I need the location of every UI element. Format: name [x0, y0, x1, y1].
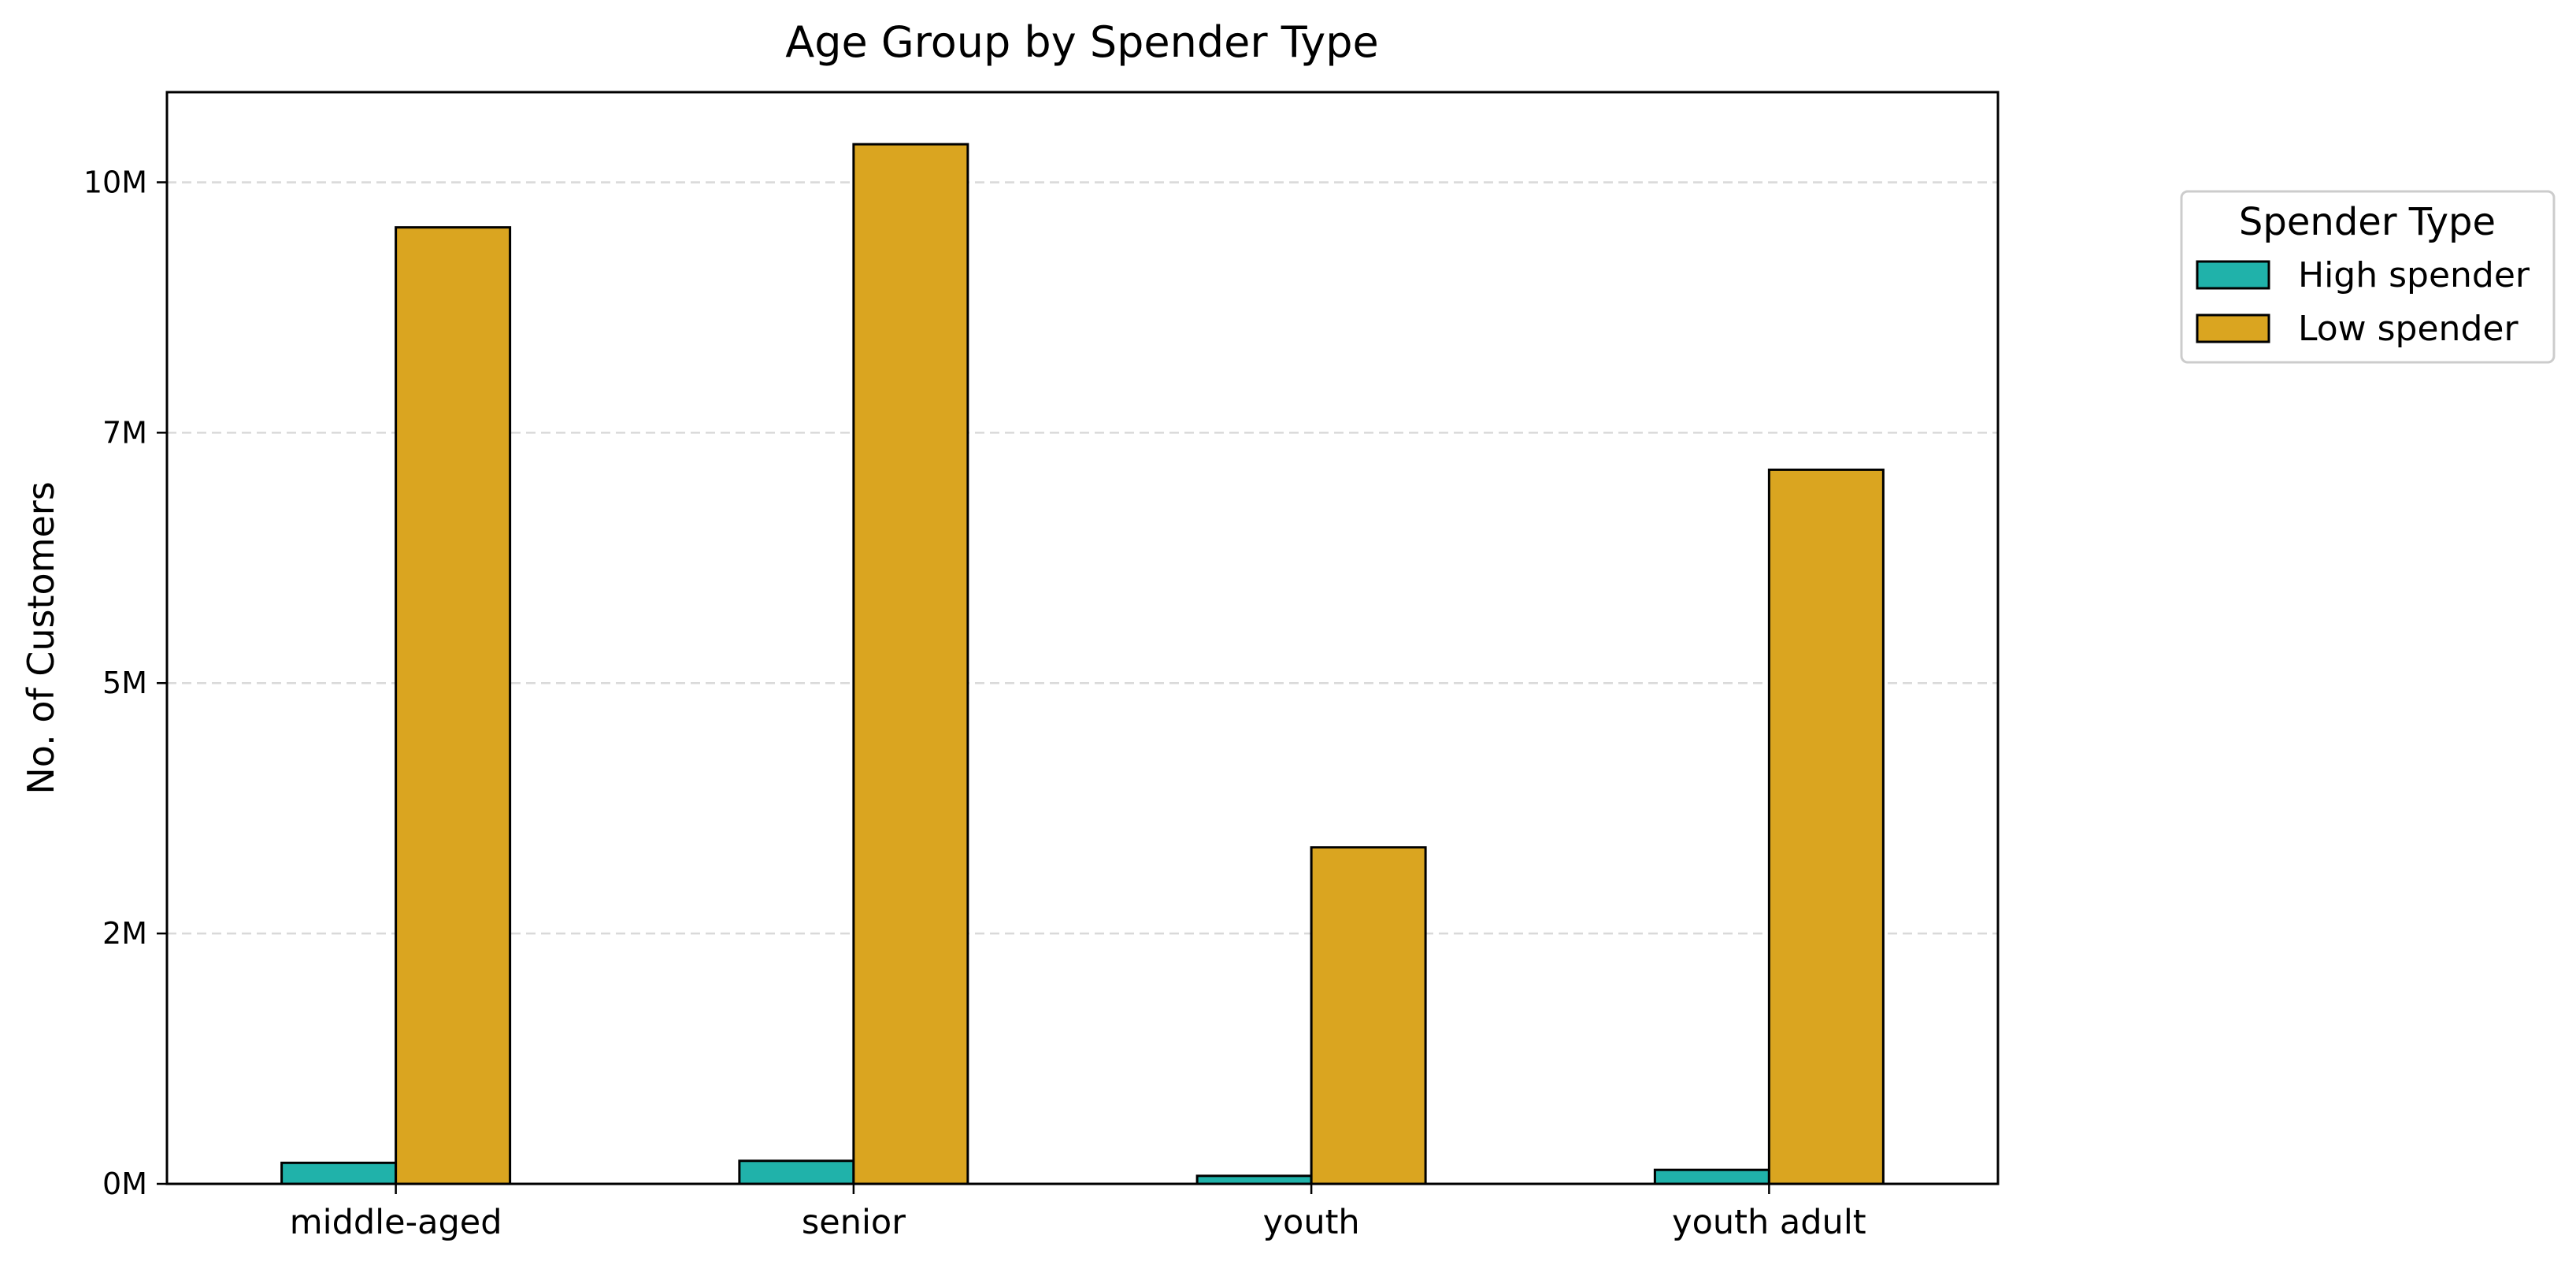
y-tick-label: 2M	[102, 916, 147, 951]
legend-swatch	[2196, 313, 2270, 343]
bar-high-spender	[1653, 1168, 1770, 1185]
y-axis-ticks: 0M 2M 5M 7M 10M	[83, 165, 167, 1201]
x-tick-label: senior	[802, 1203, 906, 1242]
x-tick-label: youth adult	[1672, 1203, 1866, 1242]
bar-high-spender	[280, 1161, 398, 1185]
legend-title: Spender Type	[2239, 200, 2496, 244]
bar-low-spender	[852, 143, 969, 1185]
bar-low-spender	[1767, 468, 1885, 1185]
legend-items: High spender Low spender	[2196, 255, 2530, 349]
legend-label: High spender	[2298, 255, 2530, 295]
plot-frame	[165, 91, 2000, 1185]
x-tick-label: youth	[1263, 1203, 1360, 1242]
chart-title: Age Group by Spender Type	[785, 17, 1378, 67]
y-tick-label: 5M	[102, 666, 147, 700]
bar-low-spender	[395, 226, 512, 1185]
legend-label: Low spender	[2298, 309, 2519, 349]
y-tick-label: 10M	[83, 165, 147, 199]
y-tick-label: 0M	[102, 1167, 147, 1201]
legend: Spender Type High spender Low spender	[2180, 190, 2556, 364]
bar-high-spender	[738, 1159, 855, 1185]
legend-frame	[2180, 190, 2556, 364]
bars	[280, 143, 1885, 1185]
x-axis-ticks: middle-aged senior youth youth adult	[290, 1184, 1866, 1242]
bar-high-spender	[1195, 1174, 1313, 1185]
y-axis-label: No. of Customers	[20, 481, 62, 794]
y-tick-label: 7M	[102, 415, 147, 450]
x-tick-label: middle-aged	[290, 1203, 502, 1242]
bar-low-spender	[1310, 846, 1427, 1185]
legend-swatch	[2196, 260, 2270, 290]
